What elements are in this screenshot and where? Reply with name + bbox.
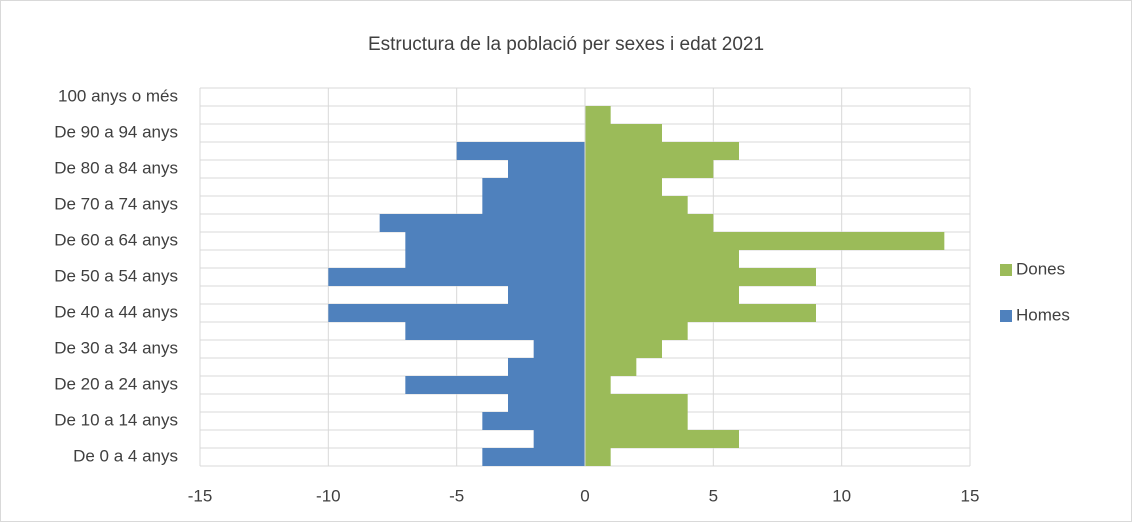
- bar: [585, 430, 739, 448]
- bar: [328, 304, 585, 322]
- bar: [585, 286, 739, 304]
- bar: [585, 358, 637, 376]
- x-tick-label: -5: [449, 486, 464, 505]
- bar: [585, 250, 739, 268]
- bar: [585, 376, 611, 394]
- bar: [585, 160, 714, 178]
- bar: [585, 106, 611, 124]
- bar: [482, 196, 585, 214]
- bar: [405, 322, 585, 340]
- bar: [585, 412, 688, 430]
- bar: [456, 142, 585, 160]
- bar: [379, 214, 585, 232]
- legend-swatch: [1000, 264, 1012, 276]
- bar: [585, 142, 739, 160]
- bar: [533, 340, 585, 358]
- bar: [328, 268, 585, 286]
- y-tick-label: De 40 a 44 anys: [54, 302, 178, 321]
- legend-label: Homes: [1016, 305, 1070, 324]
- bar: [585, 214, 714, 232]
- bar: [585, 448, 611, 466]
- x-tick-label: 0: [580, 486, 589, 505]
- bar: [533, 430, 585, 448]
- bar: [405, 250, 585, 268]
- x-tick-label: -10: [316, 486, 341, 505]
- y-tick-label: 100 anys o més: [58, 86, 178, 105]
- bar: [585, 196, 688, 214]
- y-tick-label: De 10 a 14 anys: [54, 410, 178, 429]
- y-tick-label: De 60 a 64 anys: [54, 230, 178, 249]
- y-tick-label: De 30 a 34 anys: [54, 338, 178, 357]
- bar: [585, 124, 662, 142]
- bar: [508, 160, 585, 178]
- legend-label: Dones: [1016, 259, 1065, 278]
- x-tick-label: -15: [188, 486, 213, 505]
- x-tick-label: 10: [832, 486, 851, 505]
- bar: [585, 232, 945, 250]
- bar: [482, 448, 585, 466]
- bar: [405, 376, 585, 394]
- bar: [405, 232, 585, 250]
- y-tick-label: De 90 a 94 anys: [54, 122, 178, 141]
- chart-title: Estructura de la població per sexes i ed…: [368, 34, 764, 55]
- y-tick-label: De 20 a 24 anys: [54, 374, 178, 393]
- bar: [508, 286, 585, 304]
- x-tick-label: 15: [961, 486, 980, 505]
- y-tick-label: De 80 a 84 anys: [54, 158, 178, 177]
- bar: [585, 394, 688, 412]
- x-tick-label: 5: [709, 486, 718, 505]
- bar: [585, 340, 662, 358]
- bar: [585, 322, 688, 340]
- y-tick-label: De 70 a 74 anys: [54, 194, 178, 213]
- bar: [585, 304, 816, 322]
- bar: [482, 178, 585, 196]
- bar: [508, 358, 585, 376]
- y-tick-label: De 50 a 54 anys: [54, 266, 178, 285]
- legend-swatch: [1000, 310, 1012, 322]
- bar: [585, 268, 816, 286]
- bar: [585, 178, 662, 196]
- bar: [508, 394, 585, 412]
- bar: [482, 412, 585, 430]
- y-tick-label: De 0 a 4 anys: [73, 446, 178, 465]
